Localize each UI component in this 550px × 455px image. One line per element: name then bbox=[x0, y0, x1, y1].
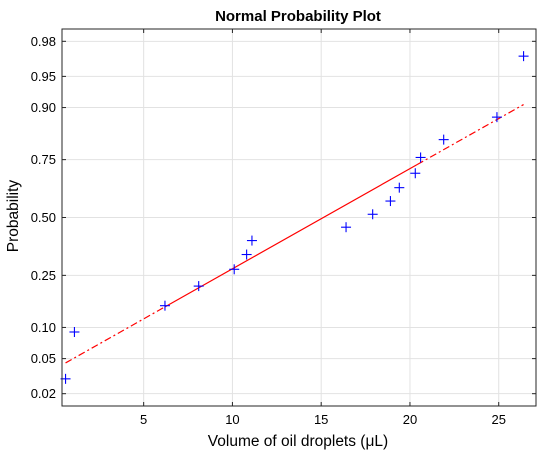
x-tick-label: 5 bbox=[140, 412, 147, 427]
reference-line-lower-extension bbox=[65, 306, 166, 364]
reference-line-fit bbox=[164, 164, 418, 308]
y-tick-label: 0.50 bbox=[31, 210, 56, 225]
x-tick-label: 25 bbox=[491, 412, 505, 427]
data-point bbox=[410, 168, 421, 179]
data-point bbox=[241, 249, 252, 260]
grid bbox=[62, 29, 536, 406]
y-tick-label: 0.95 bbox=[31, 69, 56, 84]
data-point bbox=[438, 134, 449, 145]
data-points bbox=[60, 51, 529, 384]
y-tick-label: 0.98 bbox=[31, 34, 56, 49]
tick-marks bbox=[62, 29, 536, 406]
reference-line bbox=[65, 104, 524, 364]
data-point bbox=[415, 152, 426, 163]
reference-line-upper-extension bbox=[416, 104, 524, 166]
data-point bbox=[341, 222, 352, 233]
data-point bbox=[394, 182, 405, 193]
data-point bbox=[246, 235, 257, 246]
data-point bbox=[518, 51, 529, 62]
data-point bbox=[367, 209, 378, 220]
y-tick-label: 0.25 bbox=[31, 268, 56, 283]
y-tick-label: 0.02 bbox=[31, 386, 56, 401]
data-point bbox=[491, 112, 502, 123]
x-tick-label: 20 bbox=[403, 412, 417, 427]
y-tick-label: 0.75 bbox=[31, 152, 56, 167]
y-tick-labels: 0.02 0.05 0.10 0.25 0.50 0.75 0.90 0.95 0.98 bbox=[31, 34, 56, 401]
chart-title: Normal Probability Plot bbox=[215, 8, 381, 25]
x-tick-label: 15 bbox=[314, 412, 328, 427]
x-tick-labels: 5 10 15 20 25 bbox=[140, 412, 506, 427]
y-tick-label: 0.10 bbox=[31, 320, 56, 335]
x-tick-label: 10 bbox=[225, 412, 239, 427]
data-point bbox=[229, 264, 240, 275]
x-axis-label: Volume of oil droplets (μL) bbox=[208, 433, 388, 450]
y-tick-label: 0.90 bbox=[31, 100, 56, 115]
data-point bbox=[385, 196, 396, 207]
y-tick-label: 0.05 bbox=[31, 351, 56, 366]
data-point bbox=[159, 300, 170, 311]
y-axis-label: Probability bbox=[5, 180, 22, 253]
data-point bbox=[69, 326, 80, 337]
data-point bbox=[193, 281, 204, 292]
